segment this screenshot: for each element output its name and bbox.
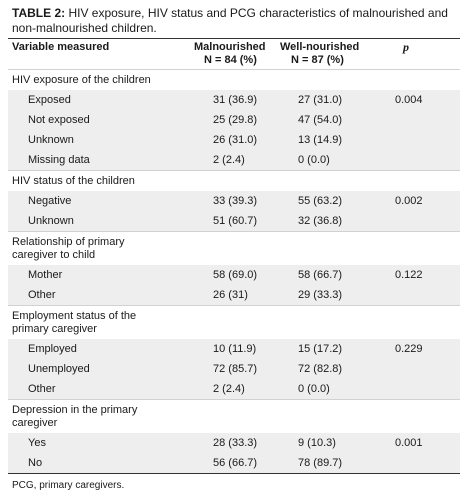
malnourished-value: 56 (66.7) bbox=[213, 457, 258, 469]
table-footnote: PCG, primary caregivers. bbox=[12, 480, 125, 491]
malnourished-value: 72 (85.7) bbox=[213, 363, 258, 375]
malnourished-value: 58 (69.0) bbox=[213, 269, 258, 281]
table-row: Mother 58 (69.0) 58 (66.7) 0.122 bbox=[8, 265, 460, 285]
section-title: primary caregiver bbox=[12, 323, 97, 335]
table-bottom-rule bbox=[8, 473, 460, 474]
section-header: Depression in the primary caregiver bbox=[8, 399, 460, 434]
row-label: Exposed bbox=[28, 94, 71, 106]
table-header: Variable measured Malnourished N = 84 (%… bbox=[8, 38, 460, 70]
malnourished-value: 28 (33.3) bbox=[213, 437, 258, 449]
row-label: Not exposed bbox=[28, 114, 90, 126]
row-label: Other bbox=[28, 289, 56, 301]
table-row: No 56 (66.7) 78 (89.7) bbox=[8, 453, 460, 473]
row-label: Unknown bbox=[28, 215, 74, 227]
table-row: Unknown 26 (31.0) 13 (14.9) bbox=[8, 130, 460, 150]
section-title: HIV status of the children bbox=[12, 175, 135, 187]
row-label: Employed bbox=[28, 343, 77, 355]
p-value: 0.001 bbox=[395, 437, 423, 449]
well-nourished-value: 29 (33.3) bbox=[298, 289, 343, 301]
well-nourished-value: 55 (63.2) bbox=[298, 195, 343, 207]
caption-text: HIV exposure, HIV status and PCG charact… bbox=[12, 6, 448, 35]
table-row: Other 2 (2.4) 0 (0.0) bbox=[8, 379, 460, 399]
caption-label: TABLE 2: bbox=[12, 6, 66, 20]
header-malnourished: Malnourished bbox=[194, 41, 266, 53]
table-row: Not exposed 25 (29.8) 47 (54.0) bbox=[8, 110, 460, 130]
section-title: caregiver bbox=[12, 417, 58, 429]
row-label: Missing data bbox=[28, 154, 90, 166]
header-variable: Variable measured bbox=[12, 41, 110, 53]
well-nourished-value: 47 (54.0) bbox=[298, 114, 343, 126]
table-row: Missing data 2 (2.4) 0 (0.0) bbox=[8, 150, 460, 170]
well-nourished-value: 78 (89.7) bbox=[298, 457, 343, 469]
section-title: HIV exposure of the children bbox=[12, 74, 151, 86]
well-nourished-value: 27 (31.0) bbox=[298, 94, 343, 106]
row-label: Unemployed bbox=[28, 363, 90, 375]
malnourished-value: 2 (2.4) bbox=[213, 154, 245, 166]
section-header: HIV status of the children bbox=[8, 170, 460, 192]
section-title: Relationship of primary bbox=[12, 236, 125, 248]
malnourished-value: 10 (11.9) bbox=[213, 343, 257, 355]
well-nourished-value: 72 (82.8) bbox=[298, 363, 343, 375]
malnourished-value: 26 (31.0) bbox=[213, 134, 258, 146]
well-nourished-value: 32 (36.8) bbox=[298, 215, 343, 227]
section-header: Relationship of primary caregiver to chil… bbox=[8, 231, 460, 266]
table-row: Other 26 (31) 29 (33.3) bbox=[8, 285, 460, 305]
table-row: Unknown 51 (60.7) 32 (36.8) bbox=[8, 211, 460, 231]
header-well-nourished-n: N = 87 (%) bbox=[291, 54, 344, 66]
well-nourished-value: 13 (14.9) bbox=[298, 134, 343, 146]
section-header: Employment status of the primary caregive… bbox=[8, 305, 460, 340]
malnourished-value: 51 (60.7) bbox=[213, 215, 258, 227]
table-row: Yes 28 (33.3) 9 (10.3) 0.001 bbox=[8, 433, 460, 453]
malnourished-value: 31 (36.9) bbox=[213, 94, 258, 106]
p-value: 0.002 bbox=[395, 195, 423, 207]
p-value: 0.004 bbox=[395, 94, 423, 106]
row-label: Yes bbox=[28, 437, 46, 449]
row-label: No bbox=[28, 457, 43, 469]
header-malnourished-n: N = 84 (%) bbox=[204, 54, 257, 66]
p-value: 0.122 bbox=[395, 269, 423, 281]
section-title: Depression in the primary bbox=[12, 404, 138, 416]
table-caption: TABLE 2: HIV exposure, HIV status and PC… bbox=[12, 6, 460, 36]
section-title: Employment status of the bbox=[12, 310, 137, 322]
table-row: Exposed 31 (36.9) 27 (31.0) 0.004 bbox=[8, 90, 460, 110]
section-title: caregiver to child bbox=[12, 249, 96, 261]
table-row: Unemployed 72 (85.7) 72 (82.8) bbox=[8, 359, 460, 379]
table-row: Employed 10 (11.9) 15 (17.2) 0.229 bbox=[8, 339, 460, 359]
well-nourished-value: 58 (66.7) bbox=[298, 269, 343, 281]
well-nourished-value: 0 (0.0) bbox=[298, 383, 330, 395]
malnourished-value: 26 (31) bbox=[213, 289, 248, 301]
table-row: Negative 33 (39.3) 55 (63.2) 0.002 bbox=[8, 191, 460, 211]
malnourished-value: 2 (2.4) bbox=[213, 383, 245, 395]
row-label: Mother bbox=[28, 269, 63, 281]
row-label: Other bbox=[28, 383, 56, 395]
well-nourished-value: 15 (17.2) bbox=[298, 343, 343, 355]
header-well-nourished: Well-nourished bbox=[280, 41, 360, 53]
well-nourished-value: 9 (10.3) bbox=[298, 437, 336, 449]
malnourished-value: 33 (39.3) bbox=[213, 195, 258, 207]
row-label: Negative bbox=[28, 195, 72, 207]
row-label: Unknown bbox=[28, 134, 74, 146]
header-p: p bbox=[403, 40, 409, 54]
section-header: HIV exposure of the children bbox=[8, 69, 460, 91]
p-value: 0.229 bbox=[395, 343, 423, 355]
well-nourished-value: 0 (0.0) bbox=[298, 154, 330, 166]
malnourished-value: 25 (29.8) bbox=[213, 114, 258, 126]
